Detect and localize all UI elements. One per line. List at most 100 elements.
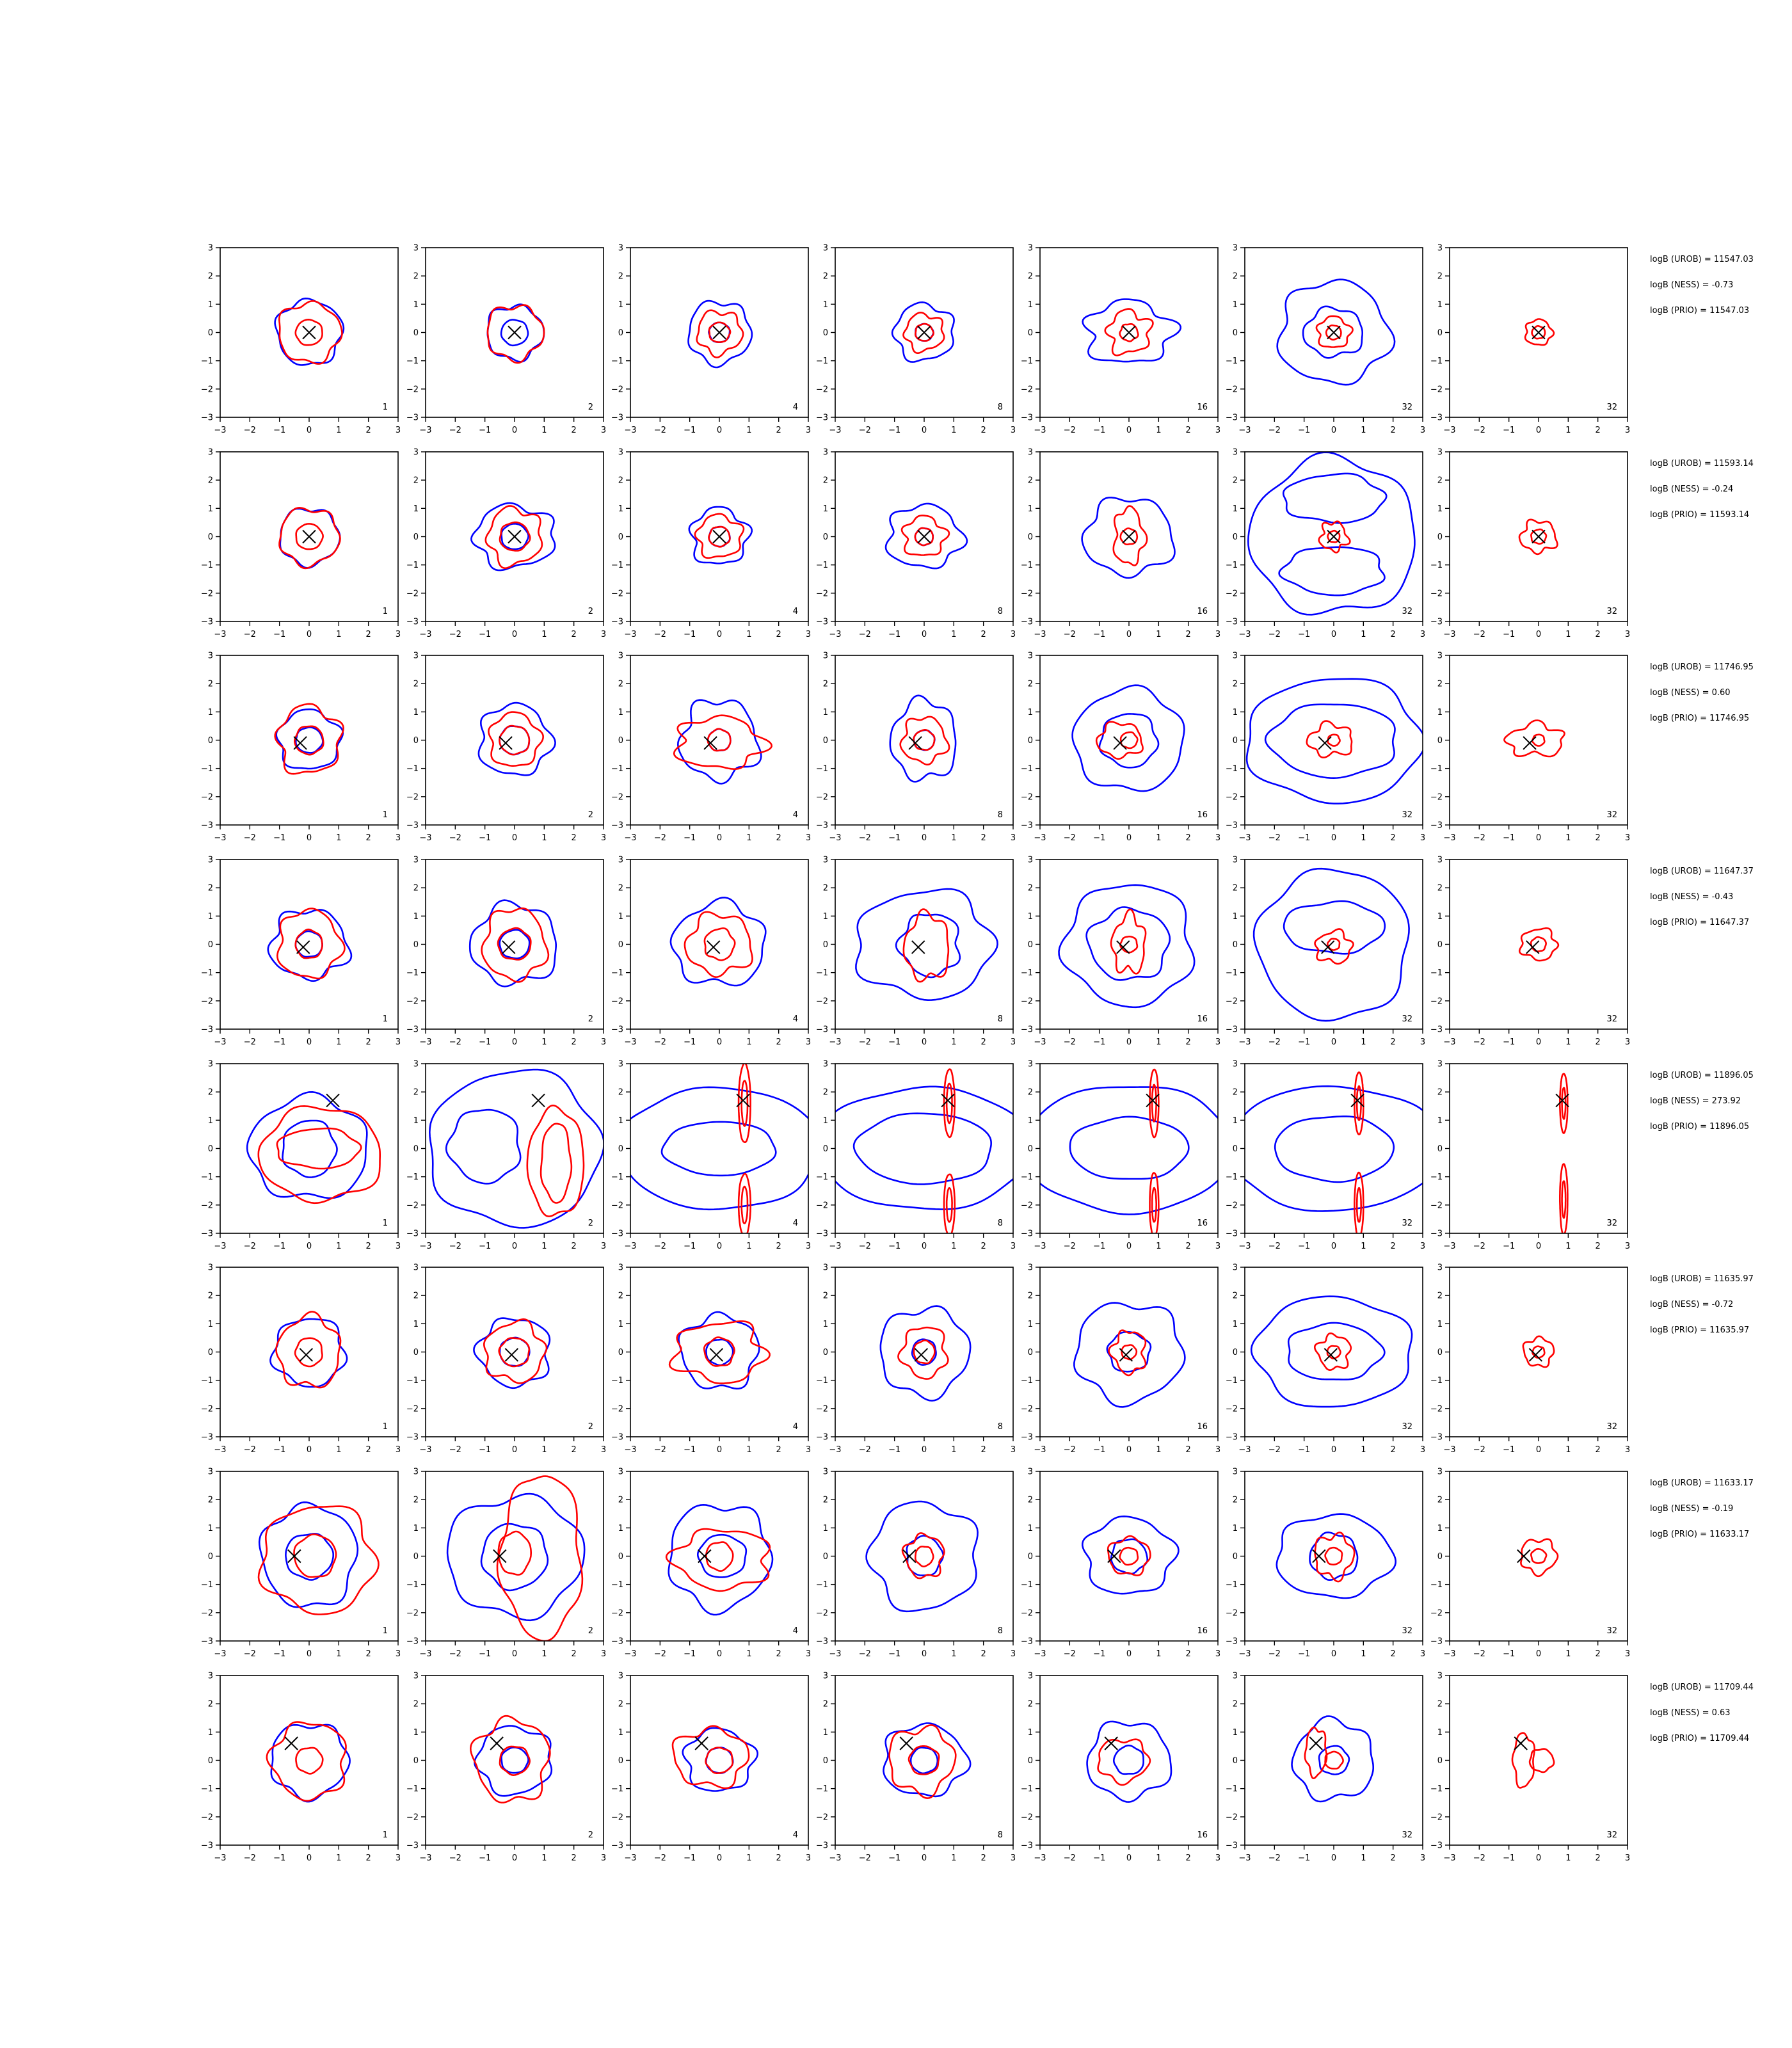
y-tick-label: 0 — [1233, 328, 1238, 338]
x-tick-label: 1 — [1156, 1853, 1161, 1863]
y-tick-label: 2 — [823, 1292, 828, 1301]
x-tick-label: −1 — [1503, 833, 1515, 843]
y-tick-label: 0 — [823, 736, 828, 746]
red-contour — [1561, 1180, 1567, 1219]
x-tick-label: −2 — [449, 1853, 461, 1863]
x-tick-label: −3 — [1443, 630, 1455, 639]
blue-contour — [1309, 1531, 1359, 1581]
x-marker-stroke — [302, 325, 316, 340]
x-tick-label: −1 — [684, 833, 696, 843]
x-marker-stroke — [1146, 1093, 1160, 1108]
y-tick-label: 0 — [1437, 328, 1443, 338]
red-contour — [899, 716, 950, 765]
red-contour — [1104, 308, 1154, 356]
y-tick-label: 3 — [1233, 1060, 1238, 1069]
x-marker-stroke — [899, 1736, 913, 1750]
blue-contour — [1073, 1302, 1186, 1408]
x-tick-label: −1 — [479, 1037, 491, 1047]
x-tick-label: −3 — [1238, 1853, 1251, 1863]
panel-r1-c2: −3−3 −2 −2 −1 −1 0 0 1 1 2 2 3 3 2 — [406, 244, 606, 436]
y-tick-label: −3 — [611, 413, 623, 423]
x-tick-label: −3 — [624, 630, 636, 639]
red-contour — [665, 1528, 771, 1592]
x-marker-stroke — [1523, 736, 1537, 750]
panel-column-label: 1 — [383, 810, 388, 820]
stats-row-2: logB (UROB) = 11593.14 logB (NESS) = -0.2… — [1650, 459, 1754, 520]
x-tick-label: −3 — [1443, 1853, 1455, 1863]
y-tick-label: 3 — [618, 1060, 623, 1069]
x-tick-label: −3 — [829, 426, 841, 435]
x-tick-label: 3 — [396, 426, 401, 435]
x-tick-label: 0 — [922, 1242, 927, 1251]
y-tick-label: 2 — [1233, 476, 1238, 486]
red-contour — [671, 1725, 750, 1789]
x-tick-label: 1 — [951, 1037, 956, 1047]
y-tick-label: 0 — [208, 736, 213, 746]
y-tick-label: −1 — [1226, 764, 1238, 774]
x-tick-label: 1 — [1361, 1649, 1366, 1659]
x-tick-label: −2 — [1473, 1853, 1485, 1863]
y-tick-label: −2 — [1226, 1201, 1238, 1210]
y-tick-label: −1 — [816, 968, 828, 978]
y-tick-label: 2 — [413, 680, 419, 689]
panel-r6-c7: −3−3 −2 −2 −1 −1 0 0 1 1 2 2 3 3 32 — [1430, 1263, 1630, 1455]
y-tick-label: 1 — [618, 1728, 623, 1738]
stats-line: logB (NESS) = 0.63 — [1650, 1708, 1731, 1718]
y-tick-label: −1 — [1021, 1784, 1033, 1794]
contour-lines — [470, 502, 556, 572]
x-tick-label: −3 — [214, 426, 226, 435]
y-tick-label: 0 — [208, 532, 213, 542]
x-tick-label: 1 — [541, 1649, 547, 1659]
x-tick-label: 3 — [806, 1853, 811, 1863]
x-tick-label: −3 — [419, 630, 431, 639]
contour-lines — [1524, 318, 1555, 346]
x-marker-stroke — [1104, 1736, 1118, 1750]
blue-contour — [883, 1722, 972, 1798]
x-marker — [508, 325, 522, 340]
x-tick-label: 3 — [601, 1242, 606, 1251]
red-contour — [1324, 1546, 1343, 1565]
red-contour — [737, 1064, 751, 1143]
x-tick-label: 0 — [512, 1649, 517, 1659]
x-marker-stroke — [1517, 1549, 1531, 1564]
blue-contour — [1291, 1715, 1374, 1803]
panel-column-label: 2 — [588, 810, 593, 820]
contour-lines — [469, 1715, 553, 1804]
contour-lines — [671, 1725, 759, 1792]
x-marker-stroke — [302, 529, 316, 544]
x-marker-stroke — [499, 736, 513, 750]
y-tick-label: 0 — [823, 1756, 828, 1766]
y-tick-label: 2 — [1437, 1088, 1443, 1098]
y-tick-label: −3 — [1430, 1841, 1443, 1851]
y-tick-label: 2 — [1233, 1700, 1238, 1709]
blue-contour — [855, 888, 998, 1002]
y-tick-label: 1 — [1437, 1524, 1443, 1533]
y-tick-label: 3 — [1028, 1672, 1033, 1681]
contour-lines — [1081, 1515, 1180, 1595]
y-tick-label: 2 — [618, 884, 623, 893]
y-tick-label: −1 — [406, 1784, 419, 1794]
x-tick-label: 1 — [746, 1853, 751, 1863]
x-tick-label: −1 — [479, 1853, 491, 1863]
x-tick-label: −1 — [1298, 426, 1310, 435]
y-tick-label: −2 — [1430, 792, 1443, 802]
panel-column-label: 4 — [793, 403, 798, 412]
y-tick-label: 3 — [1028, 1060, 1033, 1069]
red-contour — [498, 1337, 531, 1368]
y-tick-label: 0 — [208, 1756, 213, 1766]
x-tick-label: 0 — [1331, 1037, 1336, 1047]
blue-contour — [445, 1108, 522, 1185]
panel-column-label: 1 — [383, 1626, 388, 1636]
x-tick-label: −2 — [859, 1853, 871, 1863]
x-tick-label: 1 — [1156, 1649, 1161, 1659]
x-tick-label: 2 — [366, 630, 371, 639]
panel-column-label: 4 — [793, 607, 798, 616]
blue-contour — [246, 1091, 368, 1199]
y-tick-label: −2 — [406, 1812, 419, 1822]
panel-column-label: 1 — [383, 1830, 388, 1840]
panel-column-label: 1 — [383, 607, 388, 616]
contour-lines — [477, 701, 556, 776]
x-tick-label: 1 — [951, 1242, 956, 1251]
y-tick-label: −1 — [406, 1580, 419, 1590]
x-tick-label: −3 — [214, 1649, 226, 1659]
